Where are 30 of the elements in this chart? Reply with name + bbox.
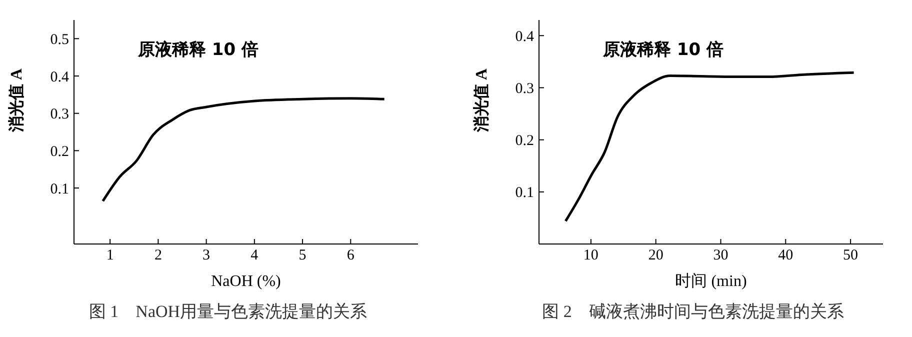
- y-tick-label: 0.1: [515, 185, 534, 202]
- x-tick-label: 50: [843, 248, 858, 264]
- x-tick-label: 20: [648, 248, 664, 264]
- x-axis-title: NaOH (%): [211, 273, 281, 290]
- y-tick-label: 0.4: [515, 28, 534, 45]
- x-tick-label: 1: [106, 248, 114, 264]
- x-tick-label: 4: [250, 248, 259, 264]
- x-tick-label: 30: [713, 248, 728, 264]
- y-tick-label: 0.3: [50, 106, 69, 123]
- x-tick-label: 40: [778, 248, 794, 264]
- text: 图 2 碱液煮沸时间与色素洗提量的关系: [541, 301, 845, 323]
- y-tick-label: 0.5: [50, 32, 69, 48]
- text: 图 1 NaOH用量与色素洗提量的关系: [88, 301, 368, 323]
- y-tick-label: 0.2: [515, 133, 534, 150]
- x-tick-label: 5: [298, 248, 306, 264]
- x-tick-label: 6: [346, 248, 355, 264]
- y-axis-title: 消光值 A: [472, 68, 491, 133]
- x-axis-title: 时间 (min): [675, 272, 747, 290]
- annotation: 原液稀释 10 倍: [603, 39, 724, 61]
- x-tick-label: 3: [202, 248, 210, 264]
- y-axis-title: 消光值 A: [8, 68, 26, 133]
- annotation: 原液稀释 10 倍: [138, 39, 258, 61]
- line-series: [102, 97, 386, 202]
- y-tick-label: 0.4: [50, 69, 70, 86]
- y-tick-label: 0.3: [515, 81, 534, 98]
- x-tick-label: 10: [583, 248, 598, 264]
- line-series: [564, 71, 856, 222]
- y-tick-label: 0.2: [50, 144, 69, 160]
- x-tick-label: 2: [154, 248, 162, 264]
- y-tick-label: 0.1: [50, 181, 69, 198]
